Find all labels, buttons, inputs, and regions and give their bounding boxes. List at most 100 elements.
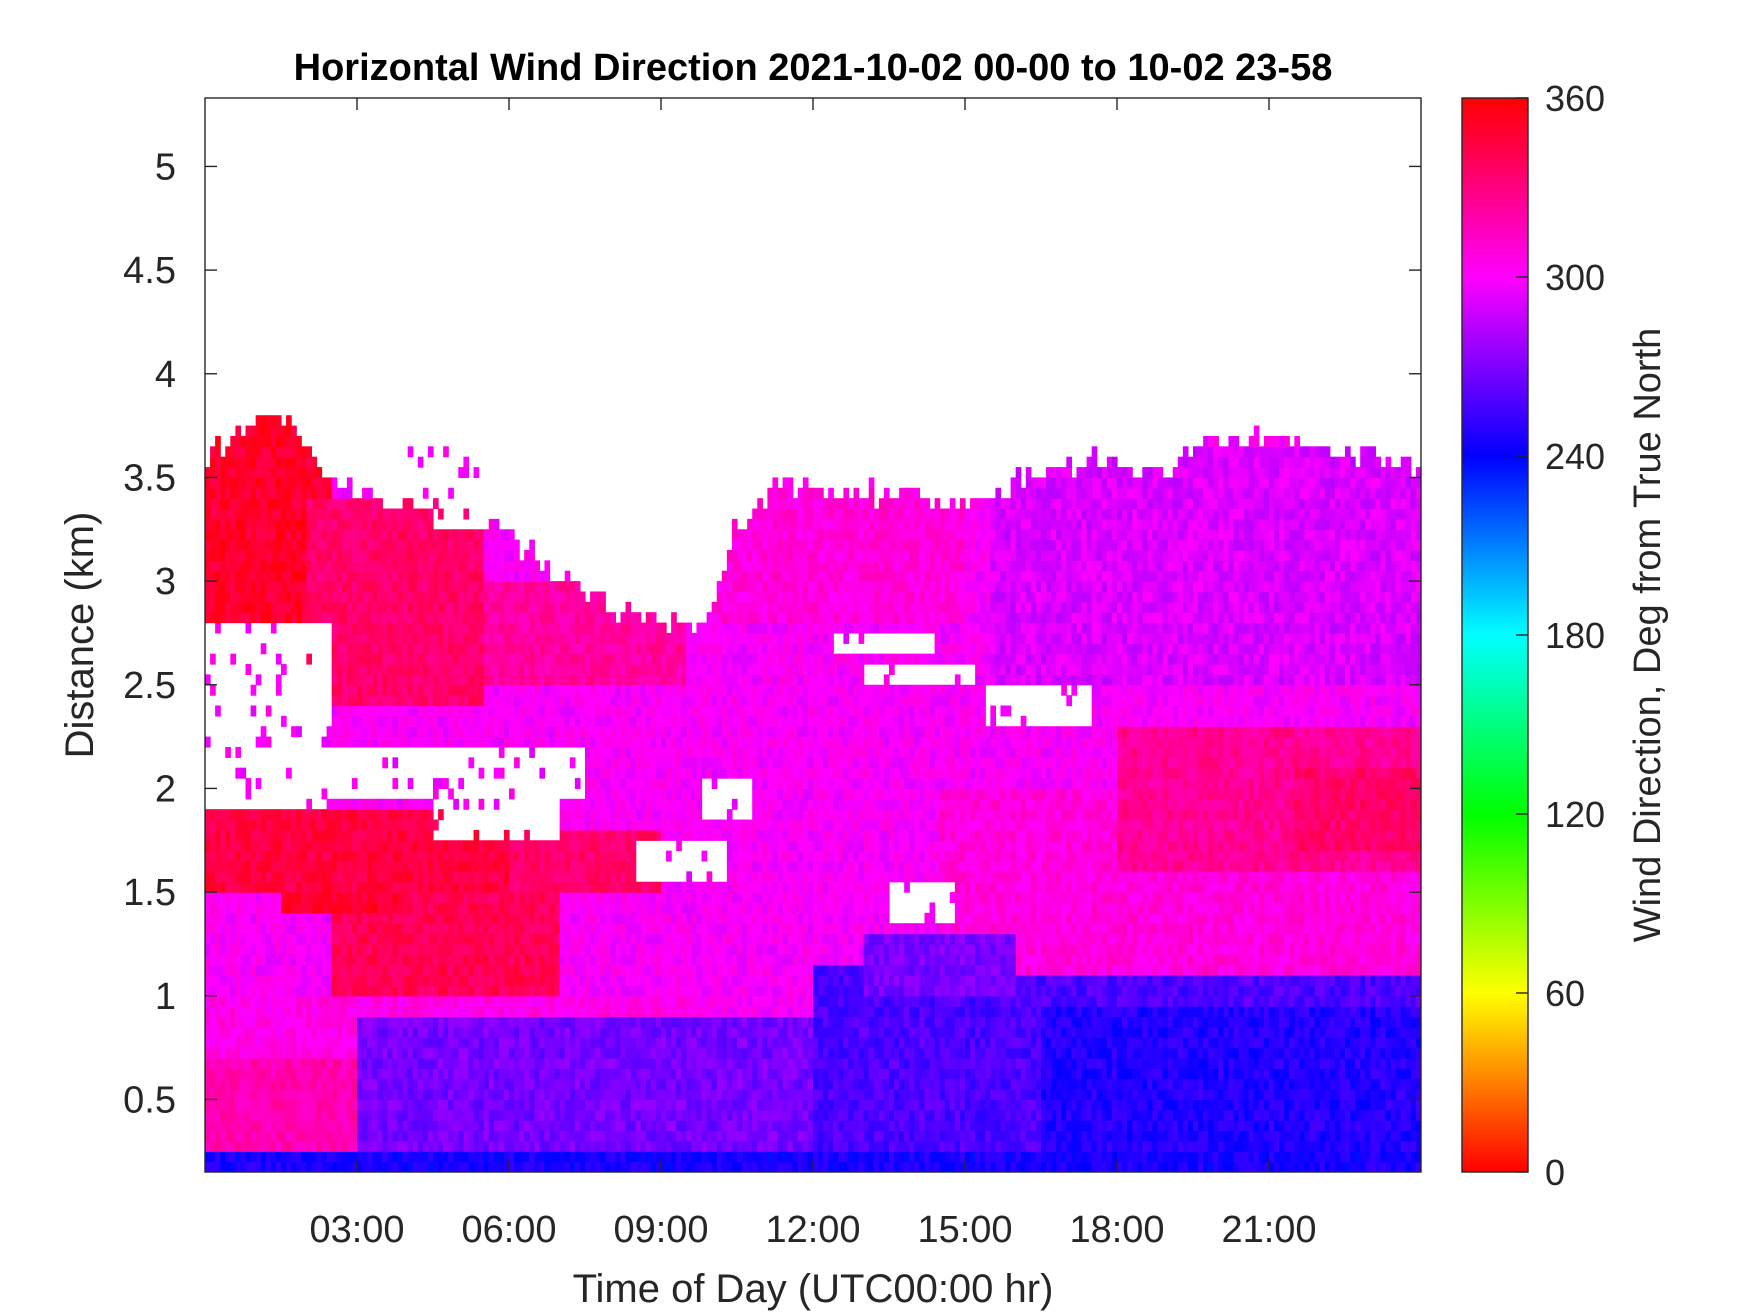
heatmap-cell [367,923,373,935]
heatmap-cell [448,653,454,665]
heatmap-cell [417,705,424,717]
heatmap-cell [549,850,556,862]
heatmap-cell [585,1089,591,1101]
heatmap-cell [382,850,388,862]
heatmap-cell [235,570,242,582]
heatmap-cell [372,1047,378,1059]
heatmap-cell [281,912,287,924]
heatmap-cell [498,1026,505,1038]
heatmap-cell [351,954,358,966]
heatmap-cell [615,1016,622,1028]
heatmap-cell [240,923,247,935]
heatmap-cell [615,871,622,883]
heatmap-cell [463,1026,470,1038]
heatmap-cell [210,591,216,603]
heatmap-cell [640,622,647,634]
heatmap-cell [498,1068,505,1080]
heatmap-cell [306,943,312,955]
heatmap-cell [346,643,353,655]
heatmap-cell [473,1068,480,1080]
heatmap-cell [422,964,429,976]
heatmap-cell [306,581,312,593]
heatmap-cell [321,861,328,872]
heatmap-cell [503,1057,510,1069]
heatmap-cell [245,1140,252,1152]
heatmap-cell [448,892,454,904]
heatmap-cell [433,1140,439,1152]
heatmap-cell [205,601,211,613]
heatmap-cell [433,705,439,717]
heatmap-cell [519,591,525,603]
heatmap-cell [640,892,647,904]
heatmap-cell [392,695,399,707]
heatmap-cell [316,1089,323,1101]
heatmap-cell [509,788,515,800]
heatmap-cell [215,467,221,479]
heatmap-cell [590,850,596,862]
heatmap-cell [458,674,464,686]
heatmap-cell [311,850,318,862]
heatmap-cell [458,726,464,738]
heatmap-cell [240,954,247,966]
heatmap-cell [230,1016,236,1028]
heatmap-cell [230,1057,236,1069]
heatmap-cell [468,653,475,665]
heatmap-cell [564,674,571,686]
heatmap-cell [245,881,252,893]
heatmap-cell [407,1109,414,1121]
heatmap-cell [422,1161,429,1172]
heatmap-cell [534,1140,540,1152]
heatmap-cell [554,1161,561,1172]
heatmap-cell [362,1057,368,1069]
heatmap-cell [331,881,338,893]
heatmap-cell [498,705,505,717]
heatmap-cell [372,664,378,675]
heatmap-cell [351,1068,358,1080]
heatmap-cell [367,518,373,530]
heatmap-cell [529,995,535,1007]
heatmap-cell [286,487,292,499]
heatmap-cell [544,902,551,914]
heatmap-cell [620,778,627,790]
heatmap-cell [569,1130,576,1142]
heatmap-cell [331,1037,338,1049]
heatmap-cell [443,1016,449,1028]
heatmap-cell [443,529,449,541]
heatmap-cell [650,622,657,634]
heatmap-cell [493,861,500,872]
heatmap-cell [412,798,419,810]
heatmap-cell [306,1026,312,1038]
heatmap-cell [483,1047,490,1059]
heatmap-cell [417,1016,424,1028]
heatmap-cell [286,840,292,852]
heatmap-cell [554,726,561,738]
heatmap-cell [498,1037,505,1049]
heatmap-cell [382,591,388,603]
heatmap-cell [579,1026,586,1038]
heatmap-cell [509,995,515,1007]
heatmap-cell [407,840,414,852]
heatmap-cell [291,902,297,914]
heatmap-cell [478,1151,485,1163]
heatmap-cell [579,943,586,955]
heatmap-cell [270,487,277,499]
heatmap-cell [645,684,652,696]
heatmap-cell [377,902,383,914]
heatmap-cell [544,1140,551,1152]
heatmap-cell [524,674,530,686]
heatmap-cell [448,539,454,551]
heatmap-cell [341,861,348,872]
heatmap-cell [661,819,667,831]
heatmap-cell [260,1026,267,1038]
heatmap-cell [579,809,586,821]
heatmap-cell [417,529,424,541]
heatmap-cell [351,539,358,551]
heatmap-cell [509,1078,515,1090]
heatmap-cell [245,1078,252,1090]
heatmap-cell [377,871,383,883]
heatmap-cell [210,1037,216,1049]
heatmap-cell [655,705,662,717]
heatmap-cell [205,850,211,862]
heatmap-cell [625,871,632,883]
heatmap-cell [503,892,510,904]
